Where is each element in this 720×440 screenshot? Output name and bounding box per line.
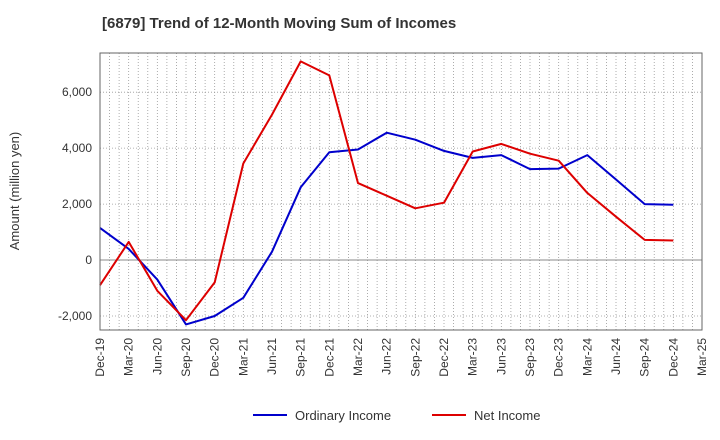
y-tick-labels: -2,000 0 2,000 4,000 6,000 <box>58 85 92 323</box>
x-tick-label: Dec-19 <box>93 338 107 377</box>
x-tick-label: Mar-23 <box>466 338 480 376</box>
plot-background <box>100 53 702 330</box>
x-tick-labels: Dec-19 Mar-20 Jun-20 Sep-20 Dec-20 Mar-21 Jun-… <box>93 338 709 377</box>
series-lines <box>99 60 674 326</box>
legend-label-net-income: Net Income <box>474 408 540 423</box>
x-tick-label: Sep-20 <box>179 338 193 377</box>
legend-label-ordinary-income: Ordinary Income <box>295 408 391 423</box>
y-tick-label: 2,000 <box>62 197 92 211</box>
x-tick-label: Jun-21 <box>265 338 279 375</box>
x-tick-label: Jun-20 <box>150 338 164 375</box>
x-tick-label: Jun-24 <box>609 338 623 375</box>
x-tick-label: Jun-22 <box>380 338 394 375</box>
x-tick-label: Mar-25 <box>695 338 709 376</box>
x-tick-label: Sep-21 <box>294 338 308 377</box>
y-tick-label: -2,000 <box>58 309 92 323</box>
x-tick-label: Mar-21 <box>236 338 250 376</box>
x-tick-label: Mar-24 <box>580 338 594 376</box>
x-tick-label: Jun-23 <box>494 338 508 375</box>
chart-title: [6879] Trend of 12-Month Moving Sum of I… <box>102 15 457 32</box>
y-tick-label: 6,000 <box>62 85 92 99</box>
x-tick-label: Mar-22 <box>351 338 365 376</box>
plot-frame <box>99 52 703 331</box>
x-tick-label: Dec-21 <box>322 338 336 377</box>
x-tick-label: Sep-23 <box>523 338 537 377</box>
x-tick-label: Dec-22 <box>437 338 451 377</box>
x-tick-label: Dec-23 <box>552 338 566 377</box>
legend: Ordinary Income Net Income <box>253 408 540 423</box>
series-line-net-income <box>99 60 674 322</box>
series-line-ordinary-income <box>99 131 674 326</box>
y-tick-label: 4,000 <box>62 141 92 155</box>
x-tick-label: Dec-20 <box>208 338 222 377</box>
y-tick-label: 0 <box>85 253 92 267</box>
x-tick-label: Sep-24 <box>638 338 652 377</box>
x-tick-label: Dec-24 <box>666 338 680 377</box>
x-tick-label: Mar-20 <box>122 338 136 376</box>
x-tick-label: Sep-22 <box>408 338 422 377</box>
y-axis-label: Amount (million yen) <box>7 132 22 251</box>
